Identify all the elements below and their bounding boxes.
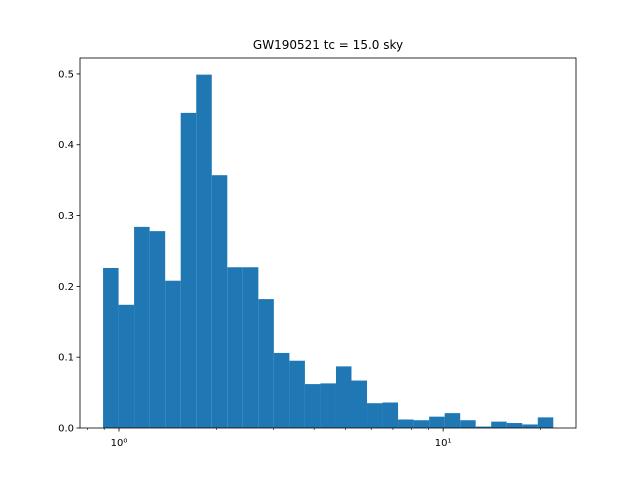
y-tick-label: 0.5: [58, 69, 74, 80]
chart-title: GW190521 tc = 15.0 sky: [253, 38, 403, 52]
y-tick-label: 0.3: [58, 211, 74, 222]
bar: [351, 380, 368, 428]
bar: [506, 423, 523, 428]
bar: [429, 416, 445, 428]
y-tick-label: 0.0: [58, 424, 74, 435]
bar: [196, 74, 212, 429]
y-tick-label: 0.2: [58, 282, 74, 293]
y-tick-label: 0.4: [58, 140, 74, 151]
bar: [320, 383, 336, 428]
bar: [134, 226, 150, 428]
y-tick-label: 0.1: [58, 353, 74, 364]
bar: [522, 424, 538, 428]
bar: [242, 267, 259, 428]
bar: [304, 384, 321, 428]
bar: [382, 402, 399, 428]
bar: [367, 403, 383, 428]
bar: [398, 419, 414, 428]
bar: [444, 413, 461, 428]
x-tick-label: 10¹: [435, 438, 452, 449]
bar: [258, 299, 274, 428]
plot-frame: [79, 57, 577, 429]
bar: [273, 352, 290, 428]
x-tick-label: 10⁰: [111, 438, 128, 449]
bar: [335, 366, 352, 428]
bar: [537, 417, 554, 428]
bar: [460, 420, 476, 428]
bar: [149, 231, 166, 428]
bar: [289, 360, 305, 428]
bar: [491, 421, 507, 428]
bar: [118, 304, 135, 428]
bar: [165, 280, 181, 428]
bar: [180, 112, 197, 429]
bar: [103, 267, 119, 428]
bar: [413, 420, 430, 428]
bar: [227, 267, 243, 428]
bar: [211, 175, 228, 428]
bar: [475, 426, 492, 428]
